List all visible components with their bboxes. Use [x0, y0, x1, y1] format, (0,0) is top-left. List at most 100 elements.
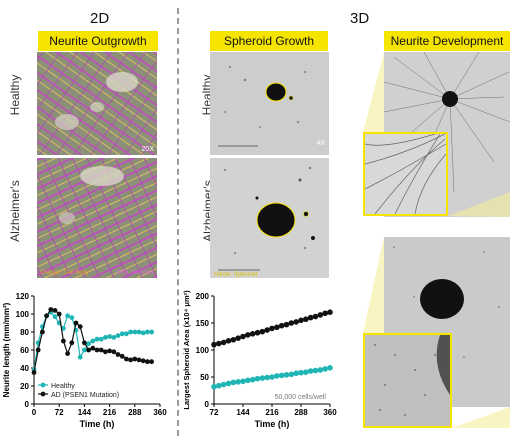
data-point — [73, 320, 79, 326]
data-point — [220, 381, 227, 388]
y-tick-label: 100 — [16, 310, 30, 319]
data-point — [98, 336, 104, 342]
data-point — [31, 370, 37, 375]
data-point — [77, 324, 83, 329]
yellow-spheroid-caption: Yellow: Spheroid — [213, 272, 258, 278]
data-point — [322, 310, 328, 317]
data-point — [230, 336, 237, 343]
data-point — [264, 327, 270, 333]
data-point — [69, 315, 75, 320]
y-tick-label: 80 — [20, 328, 29, 337]
data-point — [128, 357, 134, 363]
data-point — [82, 340, 87, 346]
micrograph-3d-alzheimers: Yellow: Spheroid — [210, 158, 329, 278]
data-point — [107, 348, 112, 354]
spheroid-area-chart: 72 144 216 288 360 0 50 100 150 200 Time (h) Larges… — [182, 290, 337, 429]
data-point — [288, 371, 295, 378]
x-tick-label: 144 — [78, 408, 92, 417]
data-point — [132, 329, 138, 335]
legend-marker — [40, 391, 46, 397]
micrograph-2d-alzheimers: Orange: Cell Body Pink: Neurites — [37, 158, 157, 278]
data-point — [240, 378, 246, 385]
cells-per-well-annotation: 50,000 cells/well — [275, 394, 327, 401]
data-point — [307, 314, 314, 321]
data-point — [293, 319, 299, 325]
y-axis-label: Neurite length (mm/mm²) — [2, 302, 11, 397]
data-point — [115, 333, 121, 338]
data-point — [249, 376, 256, 383]
y-tick-label: 20 — [20, 382, 29, 391]
x-tick-label: 72 — [210, 408, 219, 417]
y-axis-label: Largest Spheroid Area (x10⁴ μm²) — [182, 290, 191, 410]
data-point — [124, 331, 129, 337]
data-point — [298, 369, 304, 376]
data-point — [216, 340, 222, 347]
x-tick-label: 144 — [236, 408, 250, 417]
y-tick-label: 200 — [196, 292, 210, 301]
data-point — [220, 339, 227, 346]
x-axis-label: Time (h) — [255, 419, 290, 429]
data-point — [98, 347, 104, 353]
data-point — [115, 352, 121, 357]
data-point — [230, 379, 237, 386]
data-point — [225, 338, 232, 344]
orange-cell-body-caption: Orange: Cell Body — [40, 270, 90, 276]
pink-neurites-caption: Pink: Neurites — [116, 270, 154, 276]
data-point — [322, 366, 328, 372]
data-point — [52, 314, 58, 320]
data-point — [119, 331, 125, 337]
data-point — [235, 335, 241, 341]
data-point — [303, 369, 309, 375]
data-point — [288, 320, 295, 326]
data-point — [274, 373, 280, 379]
data-point — [269, 374, 275, 380]
data-point — [77, 354, 83, 360]
data-point — [312, 313, 319, 320]
data-point — [245, 332, 251, 338]
x-tick-label: 216 — [265, 408, 279, 417]
data-point — [259, 328, 266, 335]
data-point — [269, 325, 275, 332]
data-point — [94, 336, 100, 342]
micrograph-3d-healthy: 4X — [210, 52, 329, 155]
data-point — [140, 330, 146, 336]
magnification-3d: 4X — [316, 140, 325, 147]
data-point — [312, 367, 319, 374]
x-tick-label: 360 — [153, 408, 167, 417]
neurite-outgrowth-label: Neurite Outgrowth — [38, 31, 158, 51]
data-point — [86, 347, 91, 353]
data-point — [136, 329, 142, 335]
data-point — [132, 356, 138, 362]
alzheimers-2d-label: Alzheimer's — [8, 180, 22, 242]
magnification-2d: 20X — [141, 146, 154, 153]
data-point — [90, 345, 96, 351]
data-point — [307, 368, 314, 374]
x-tick-label: 0 — [32, 408, 37, 417]
data-point — [249, 331, 256, 337]
data-point — [107, 334, 112, 339]
data-point — [145, 329, 150, 335]
data-point — [245, 377, 251, 384]
data-point — [211, 383, 217, 390]
data-point — [65, 351, 70, 356]
data-point — [240, 333, 246, 340]
data-point — [327, 309, 333, 315]
data-point — [283, 321, 290, 328]
data-point — [317, 312, 324, 318]
data-point — [119, 353, 125, 359]
data-point — [111, 335, 117, 340]
y-tick-label: 60 — [20, 346, 29, 355]
neurite-dev-bottom-zoom — [363, 333, 452, 428]
x-tick-label: 288 — [294, 408, 308, 417]
data-point — [225, 380, 232, 387]
data-point — [211, 341, 217, 348]
data-point — [86, 341, 91, 347]
data-point — [274, 324, 280, 331]
legend-label: AD (PSEN1 Mutation) — [51, 392, 119, 399]
data-point — [128, 329, 134, 335]
data-point — [136, 357, 142, 363]
data-point — [278, 372, 285, 379]
heading-2d: 2D — [90, 10, 110, 27]
data-point — [65, 313, 70, 319]
legend-label: Healthy — [51, 383, 75, 390]
